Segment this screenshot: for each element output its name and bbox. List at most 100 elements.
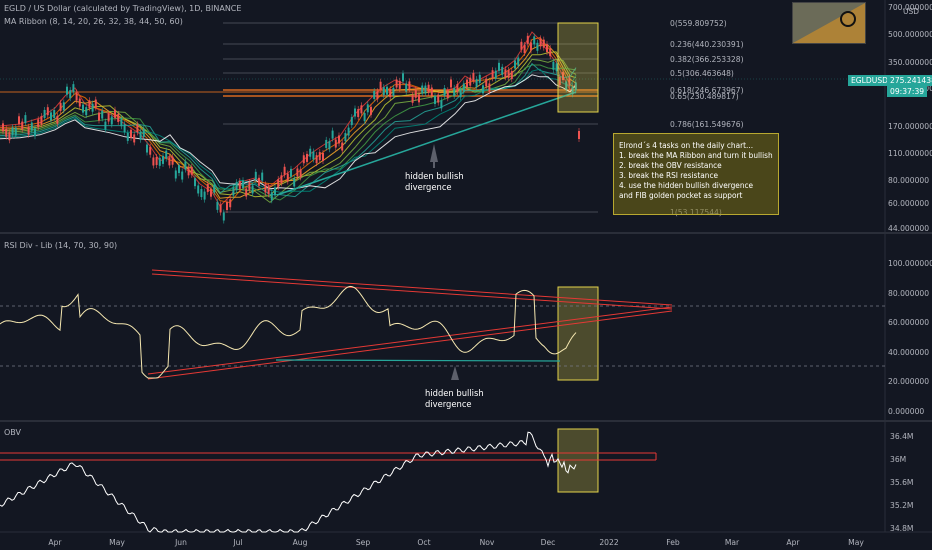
candle-body	[418, 94, 420, 103]
candle-body	[133, 134, 136, 143]
candle-body	[539, 38, 542, 47]
rsi-label[interactable]: RSI Div - Lib (14, 70, 30, 90)	[4, 241, 118, 250]
candle-body	[171, 156, 174, 165]
candle-body	[347, 127, 350, 136]
candle-body	[299, 169, 302, 178]
candle-body	[114, 109, 116, 118]
candle-body	[354, 108, 356, 117]
fibonacci-retracement[interactable]: 0(559.809752) 0.236(440.230391) 0.382(366.…	[0, 19, 744, 217]
candle-body	[530, 42, 532, 51]
candle-body	[56, 115, 59, 124]
rsi-divergence-label[interactable]: hidden bullish divergence	[425, 388, 484, 410]
candle-body	[574, 82, 577, 91]
candle-body	[178, 165, 180, 174]
candle-body	[379, 81, 382, 90]
candle-body	[517, 57, 520, 66]
candle-body	[450, 79, 452, 88]
candle-body	[101, 110, 104, 119]
candle-body	[238, 180, 241, 189]
candle-body	[510, 71, 513, 80]
rsi-pane[interactable]	[0, 234, 885, 420]
candle-body	[69, 90, 72, 99]
price-tick-label: 60.000000	[888, 199, 929, 208]
candle-body	[363, 113, 366, 122]
obv-pane[interactable]	[0, 422, 885, 532]
candle-body	[24, 115, 27, 124]
candle-body	[50, 112, 52, 121]
candle-body	[286, 173, 289, 182]
candle-body	[366, 104, 369, 113]
candle-body	[315, 155, 318, 164]
symbol-title[interactable]: EGLD / US Dollar (calculated by TradingV…	[4, 4, 242, 13]
note-line: 2. break the OBV resistance	[619, 160, 722, 170]
time-axis[interactable]: Apr May Jun Jul Aug Sep Oct Nov Dec 2022 Feb Mar Apr…	[48, 538, 864, 547]
candle-body	[72, 84, 75, 93]
candle-body	[334, 139, 337, 148]
candle-body	[514, 60, 516, 69]
candle-body	[296, 168, 299, 177]
time-tick-label: Apr	[48, 538, 62, 547]
fib-level-label: 0.618(246.673967)	[670, 86, 744, 95]
candle-body	[290, 168, 292, 177]
candle-body	[376, 91, 379, 100]
candle-body	[414, 89, 417, 98]
candle-body	[181, 171, 184, 180]
obv-line	[0, 431, 577, 533]
rsi-triangle-lines[interactable]	[147, 269, 673, 380]
candle-body	[398, 80, 401, 89]
ma-ribbon-line	[0, 44, 577, 199]
candle-body	[318, 152, 321, 161]
ma-ribbon-label[interactable]: MA Ribbon (8, 14, 20, 26, 32, 38, 44, 50…	[4, 17, 183, 26]
candle-body	[91, 103, 94, 112]
candle-body	[568, 77, 571, 86]
candle-body	[85, 107, 88, 116]
candle-body	[565, 81, 568, 90]
ma-ribbon-line	[0, 74, 577, 190]
candle-body	[555, 63, 558, 72]
candle-body	[453, 87, 456, 96]
annotation-line: hidden bullish	[425, 388, 484, 398]
candle-body	[459, 89, 462, 98]
analysis-note[interactable]: Elrond´s 4 tasks on the daily chart... 1…	[613, 133, 779, 215]
obv-axis[interactable]: 36.4M 36M 35.6M 35.2M 34.8M	[890, 432, 913, 533]
rsi-support-line[interactable]	[275, 359, 561, 362]
last-price-value: 275.241438	[887, 75, 932, 86]
candle-body	[469, 77, 472, 86]
rsi-axis[interactable]: 100.000000 80.000000 60.000000 40.000000 20.…	[888, 259, 932, 416]
rsi-divergence-arrow[interactable]	[451, 366, 459, 380]
candle-body	[549, 48, 552, 57]
candle-body	[322, 153, 324, 162]
candle-body	[386, 86, 388, 95]
candle-body	[443, 87, 446, 96]
obv-tick-label: 35.6M	[890, 478, 913, 487]
price-tick-label: 170.000000	[888, 122, 932, 131]
candle-body	[408, 81, 411, 90]
candle-body	[11, 127, 14, 136]
fib-level-label: 0.786(161.549676)	[670, 120, 744, 129]
price-tick-label: 700.000000	[888, 3, 932, 12]
obv-tick-label: 35.2M	[890, 501, 913, 510]
candle-body	[107, 113, 110, 122]
price-axis[interactable]: 700.000000500.000000350.000000250.000000…	[888, 3, 932, 233]
price-highlight-box[interactable]	[557, 22, 599, 113]
candle-body	[357, 109, 360, 118]
currency-label: USD	[903, 7, 920, 16]
time-tick-label: May	[848, 538, 864, 547]
price-divergence-arrow[interactable]	[430, 144, 438, 162]
obv-tick-label: 36.4M	[890, 432, 913, 441]
candle-body	[235, 182, 238, 191]
candle-body	[98, 112, 100, 121]
candle-body	[542, 39, 545, 48]
candle-body	[254, 171, 257, 180]
price-divergence-label[interactable]: hidden bullish divergence	[405, 171, 464, 193]
price-support-trendline[interactable]	[276, 91, 577, 196]
candle-body	[162, 155, 164, 164]
candle-body	[142, 128, 145, 137]
candle-body	[130, 129, 132, 138]
candle-body	[120, 118, 123, 127]
obv-label[interactable]: OBV	[4, 428, 22, 437]
candle-body	[165, 150, 168, 159]
candle-body	[440, 100, 443, 109]
